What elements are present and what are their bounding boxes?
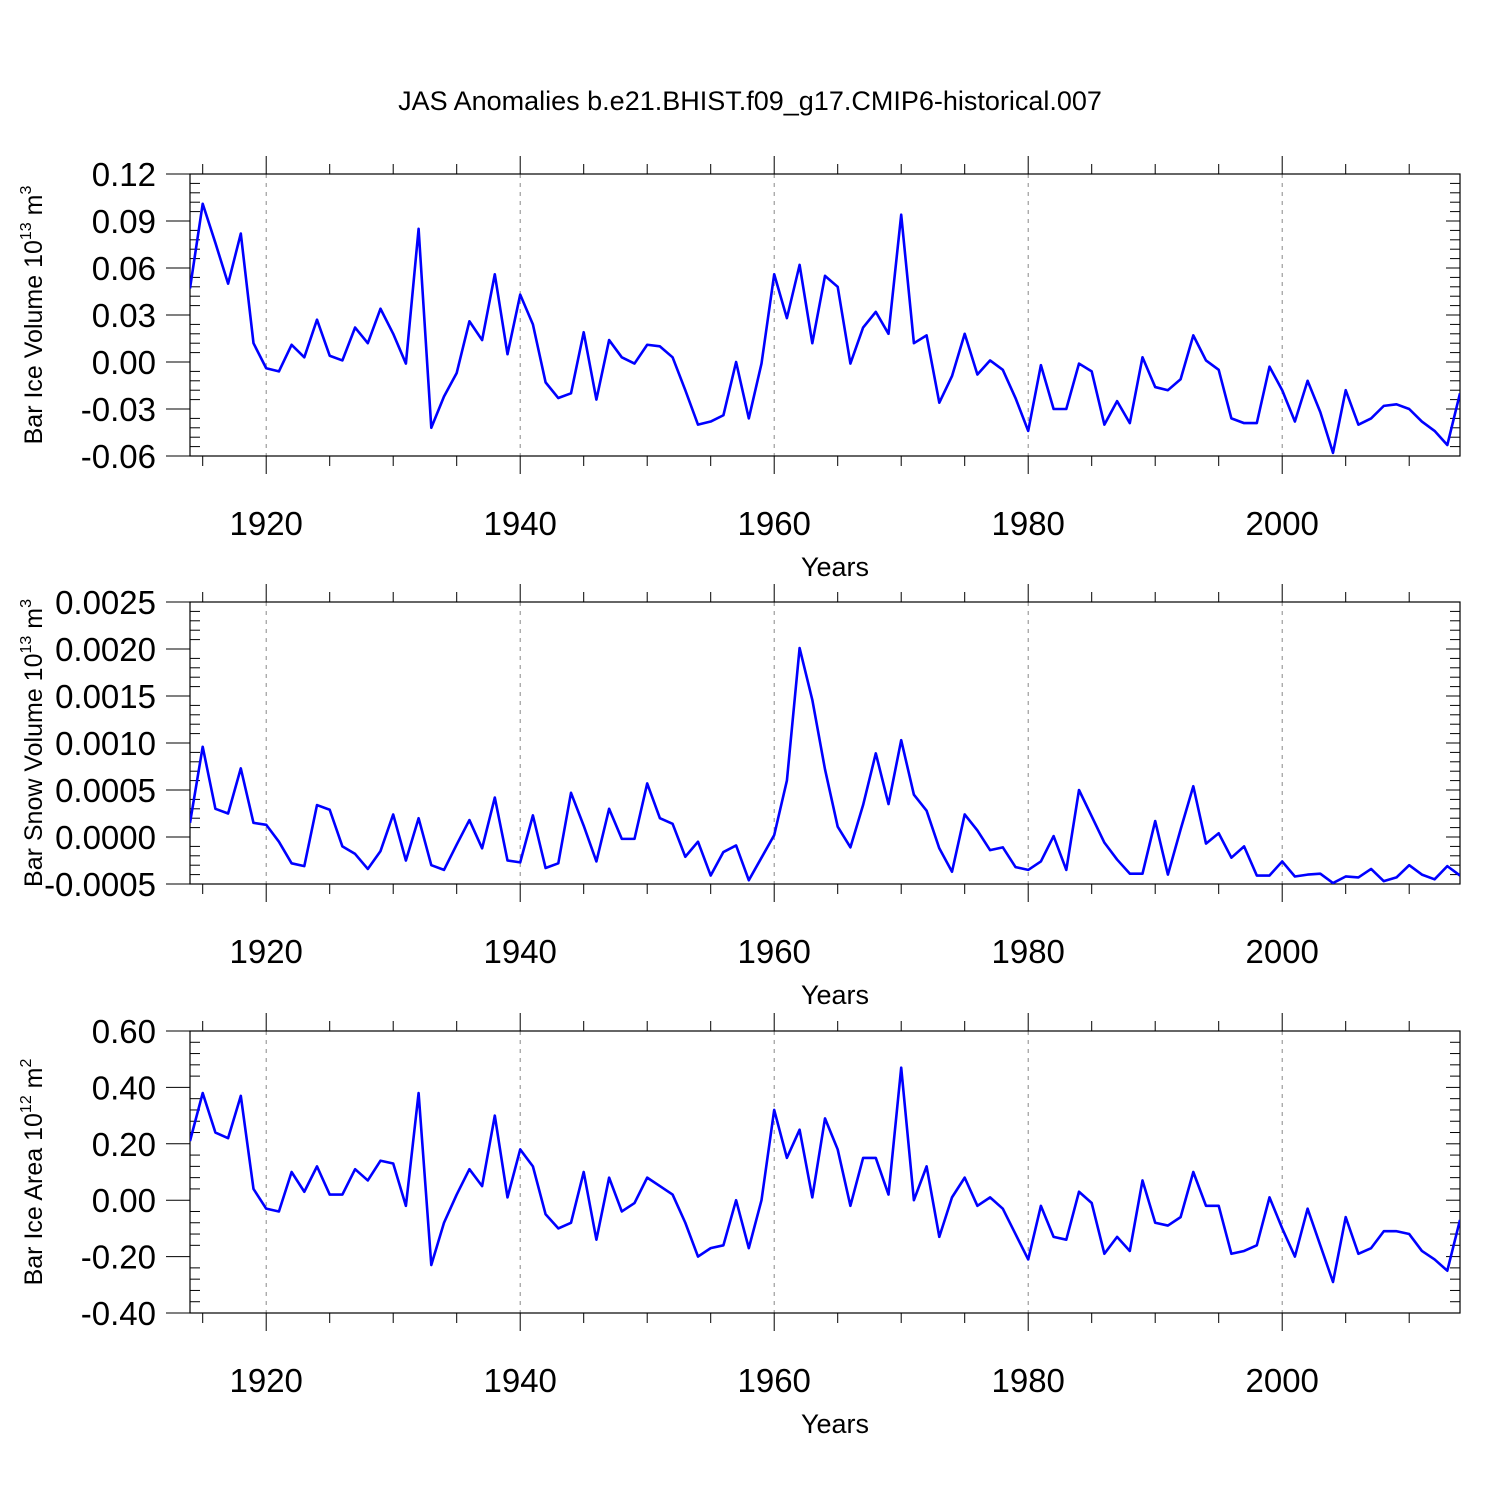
- ytick-label: 0.03: [92, 297, 156, 334]
- y-axis-label-exponent: 12: [18, 1095, 35, 1113]
- plot-frame: [189, 601, 1461, 885]
- ytick-label: 0.0025: [55, 584, 156, 621]
- y-axis-label-unit: m: [20, 1068, 48, 1096]
- panel-ice-volume: -0.06 -0.03 0.00 0.03 0.06 0.09 0.12 1920 1940 19…: [18, 156, 1461, 582]
- xtick-label: 1980: [991, 505, 1064, 542]
- x-axis-label: Years: [801, 552, 869, 582]
- y-axis-label-text: Bar Ice Volume 10: [20, 240, 48, 444]
- ytick-label: 0.40: [92, 1069, 156, 1106]
- xtick-label: 1920: [229, 933, 302, 970]
- ytick-label: 0.09: [92, 203, 156, 240]
- ytick-label: -0.20: [81, 1239, 156, 1276]
- ytick-label: 0.0005: [55, 772, 156, 809]
- ytick-label: 0.12: [92, 156, 156, 193]
- xtick-label: 1940: [483, 505, 556, 542]
- series-line-snow-volume: [190, 646, 1460, 884]
- ytick-label: -0.0005: [44, 866, 156, 903]
- y-axis-label-exponent: 13: [18, 636, 35, 654]
- ytick-label: -0.40: [81, 1295, 156, 1332]
- xtick-label: 2000: [1245, 933, 1318, 970]
- xtick-label: 1960: [737, 1362, 810, 1399]
- series-line-ice-volume: [190, 202, 1460, 455]
- xtick-label: 1920: [229, 505, 302, 542]
- y-axis-label-text: Bar Snow Volume 10: [20, 654, 48, 887]
- panel-snow-volume: -0.0005 0.0000 0.0005 0.0010 0.0015 0.0020 0.0…: [18, 584, 1461, 1010]
- xtick-label: 1980: [991, 1362, 1064, 1399]
- panel-ice-area: -0.40 -0.20 0.00 0.20 0.40 0.60 1920 1940 1960 19…: [18, 1013, 1461, 1439]
- x-axis-label: Years: [801, 980, 869, 1010]
- y-axis-label-unit-exponent: 2: [18, 1059, 35, 1068]
- y-axis-label: Bar Ice Volume 1013 m3: [18, 186, 48, 445]
- x-axis-label: Years: [801, 1409, 869, 1439]
- ytick-label: 0.20: [92, 1126, 156, 1163]
- ytick-label: 0.0020: [55, 631, 156, 668]
- ytick-label: 0.0015: [55, 678, 156, 715]
- y-axis-label-exponent: 13: [18, 222, 35, 240]
- y-axis-label-unit-exponent: 3: [18, 599, 35, 608]
- series-line-ice-area: [190, 1066, 1460, 1284]
- plot-frame: [189, 173, 1461, 457]
- ytick-label: 0.0000: [55, 819, 156, 856]
- ytick-label: 0.0010: [55, 725, 156, 762]
- xtick-label: 1960: [737, 933, 810, 970]
- ytick-label: 0.00: [92, 344, 156, 381]
- ytick-label: 0.60: [92, 1013, 156, 1050]
- figure-title: JAS Anomalies b.e21.BHIST.f09_g17.CMIP6-…: [398, 86, 1102, 116]
- xtick-label: 1980: [991, 933, 1064, 970]
- xtick-label: 2000: [1245, 1362, 1318, 1399]
- xtick-label: 1940: [483, 1362, 556, 1399]
- ytick-label: 0.06: [92, 250, 156, 287]
- ytick-label: -0.03: [81, 391, 156, 428]
- ytick-label: -0.06: [81, 438, 156, 475]
- y-axis-label-text: Bar Ice Area 10: [20, 1113, 48, 1285]
- y-axis-label-unit: m: [20, 608, 48, 636]
- ytick-label: 0.00: [92, 1182, 156, 1219]
- y-axis-label-unit: m: [20, 195, 48, 223]
- xtick-label: 1960: [737, 505, 810, 542]
- xtick-label: 1940: [483, 933, 556, 970]
- plot-frame: [189, 1030, 1461, 1314]
- xtick-label: 1920: [229, 1362, 302, 1399]
- xtick-label: 2000: [1245, 505, 1318, 542]
- y-axis-label: Bar Ice Area 1012 m2: [18, 1059, 48, 1286]
- y-axis-label: Bar Snow Volume 1013 m3: [18, 599, 48, 887]
- y-axis-label-unit-exponent: 3: [18, 186, 35, 195]
